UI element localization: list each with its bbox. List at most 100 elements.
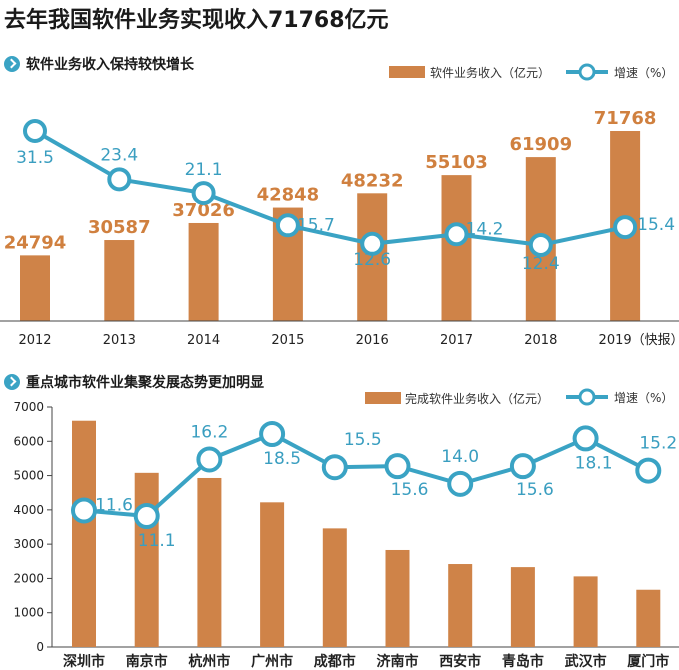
chart-2-title: 重点城市软件业集聚发展态势更加明显 (26, 375, 264, 391)
growth-point (191, 181, 216, 206)
bar-济南市 (385, 549, 410, 647)
growth-value-label: 12.6 (353, 250, 391, 270)
chart-2-city-revenue: 完成软件业务收入（亿元） 增速（%） 0 1000 2000 3000 4000 5000 60… (13, 388, 679, 670)
growth-point (321, 454, 348, 481)
x-tick-label: 2012 (18, 333, 51, 348)
growth-value-label: 12.4 (522, 254, 560, 274)
x-tick-label: 2014 (187, 333, 220, 348)
bar-value-label: 30587 (88, 217, 151, 238)
growth-value-label: 23.4 (100, 145, 138, 165)
bar-value-label: 37026 (172, 200, 235, 221)
growth-point (635, 457, 662, 484)
legend-bar-swatch (389, 66, 425, 78)
growth-point (259, 421, 286, 447)
growth-value-label: 11.6 (95, 495, 133, 515)
x-tick-label: 2013 (103, 333, 136, 348)
x-tick-label: 济南市 (377, 653, 419, 670)
x-tick-label: 西安市 (439, 653, 481, 670)
growth-point (572, 425, 599, 452)
y-tick-label: 6000 (13, 434, 44, 448)
growth-value-label: 15.2 (639, 434, 677, 454)
bar-2012 (20, 255, 50, 321)
growth-point (447, 470, 474, 497)
x-tick-label: 杭州市 (188, 653, 230, 670)
growth-value-label: 15.7 (297, 215, 335, 235)
legend-bar-swatch (365, 392, 401, 404)
chevron-right-icon (4, 56, 20, 72)
bar-value-label: 55103 (425, 152, 488, 173)
chart-1-revenue-growth: 软件业务收入（亿元） 增速（%） 24794 30587 37026 42848 48232… (0, 63, 679, 348)
growth-value-label: 16.2 (190, 422, 228, 442)
x-tick-label: 2019（快报） (599, 333, 679, 348)
growth-value-label: 11.1 (138, 531, 176, 551)
section-1-header: 软件业务收入保持较快增长 (4, 54, 194, 74)
bar-广州市 (260, 502, 285, 647)
bar-value-label: 61909 (509, 134, 572, 155)
bar-深圳市 (72, 420, 96, 647)
growth-point (360, 231, 385, 256)
bar-value-label: 48232 (341, 170, 404, 191)
growth-value-label: 14.0 (441, 447, 479, 467)
growth-value-label: 15.5 (344, 430, 382, 450)
bar-成都市 (322, 528, 347, 647)
growth-point (528, 233, 553, 257)
bar-青岛市 (510, 567, 535, 647)
bar-厦门市 (636, 589, 661, 647)
growth-value-label: 31.5 (16, 148, 54, 168)
growth-line (83, 431, 650, 519)
growth-value-label: 18.5 (263, 449, 301, 469)
growth-value-label: 21.1 (185, 160, 223, 180)
growth-point (384, 453, 411, 480)
x-tick-label: 2017 (440, 333, 473, 348)
x-tick-label: 2018 (524, 333, 557, 348)
bar-西安市 (448, 564, 473, 647)
x-tick-label: 青岛市 (502, 653, 544, 670)
bar-value-label: 24794 (4, 232, 67, 253)
y-tick-label: 0 (36, 640, 44, 654)
growth-line (34, 129, 626, 248)
bar-2013 (104, 240, 135, 321)
x-tick-label: 广州市 (251, 653, 293, 670)
growth-point (107, 167, 132, 192)
y-tick-label: 1000 (13, 606, 44, 620)
bar-南京市 (134, 472, 159, 647)
growth-value-label: 15.6 (516, 480, 554, 500)
legend-line-label: 增速（%） (614, 391, 673, 405)
y-tick-label: 3000 (13, 537, 44, 551)
x-tick-label: 武汉市 (565, 653, 607, 670)
growth-value-label: 14.2 (466, 219, 504, 239)
y-tick-label: 4000 (13, 503, 44, 517)
bar-2014 (188, 222, 219, 321)
bar-2017 (441, 175, 472, 321)
legend-line-label: 增速（%） (614, 66, 673, 80)
legend-line-marker (578, 388, 596, 406)
growth-point (509, 453, 536, 480)
growth-point (444, 222, 469, 247)
x-tick-label: 2016 (356, 333, 389, 348)
growth-value-label: 15.6 (391, 480, 429, 500)
chart-1-title: 软件业务收入保持较快增长 (26, 57, 194, 73)
x-tick-label: 2015 (271, 333, 304, 348)
page-title: 去年我国软件业务实现收入71768亿元 (4, 8, 389, 33)
x-tick-label: 成都市 (314, 653, 356, 670)
growth-point (23, 119, 47, 143)
growth-point (71, 497, 97, 524)
y-tick-label: 7000 (13, 400, 44, 414)
y-tick-label: 5000 (13, 469, 44, 483)
bar-武汉市 (573, 576, 598, 647)
legend-bar-label: 软件业务收入（亿元） (430, 65, 550, 80)
growth-point (613, 215, 638, 240)
legend-line-marker (578, 63, 596, 81)
growth-value-label: 15.4 (637, 215, 675, 235)
bar-2016 (357, 193, 388, 321)
bar-value-label: 71768 (594, 108, 657, 129)
growth-point (196, 446, 223, 473)
x-tick-label: 厦门市 (627, 653, 669, 670)
legend-bar-label: 完成软件业务收入（亿元） (405, 391, 549, 406)
growth-point (275, 213, 300, 238)
section-2-header: 重点城市软件业集聚发展态势更加明显 (4, 372, 264, 392)
growth-value-label: 18.1 (575, 453, 613, 473)
x-tick-label: 深圳市 (63, 653, 105, 670)
chevron-right-icon (4, 374, 20, 390)
x-tick-label: 南京市 (126, 653, 168, 670)
